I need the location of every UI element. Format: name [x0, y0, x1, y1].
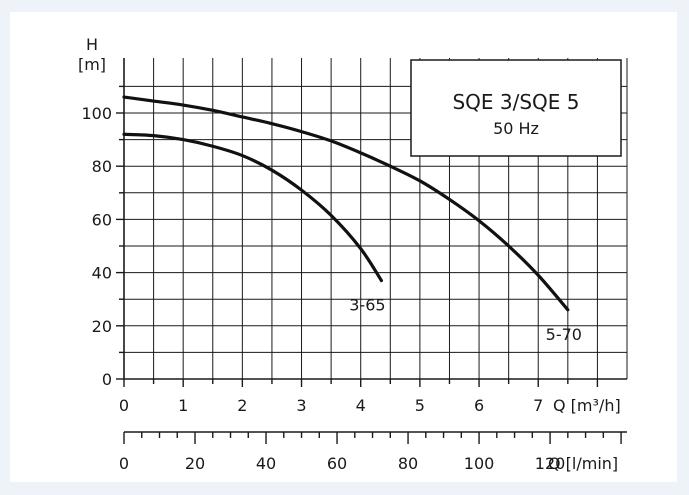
x-tick-label: 3 [296, 396, 306, 415]
y-tick-label: 60 [92, 210, 112, 229]
x-tick-label: 6 [474, 396, 484, 415]
x-tick-label: 7 [533, 396, 543, 415]
x2-tick-label: 80 [398, 454, 418, 473]
y-axis-unit: [m] [78, 55, 106, 74]
series-label-5-70: 5-70 [546, 325, 582, 344]
x2-tick-label: 0 [119, 454, 129, 473]
x2-tick-label: 60 [327, 454, 347, 473]
chart-labels: 0 20 40 60 80 100 0 1 2 3 4 5 6 7 Q [m³/h] 0 20 40 60 80 100… [78, 35, 621, 473]
y-tick-label: 80 [92, 157, 112, 176]
x2-tick-label: 40 [256, 454, 276, 473]
curve-5-70 [122, 95, 570, 312]
x-tick-label: 4 [356, 396, 366, 415]
chart-subtitle: 50 Hz [493, 119, 539, 138]
x2-tick-label: 120 [535, 454, 566, 473]
title-box-frame [410, 59, 622, 157]
title-box: SQE 3/SQE 5 50 Hz [410, 59, 622, 157]
y-axis-title: H [86, 35, 98, 54]
x-tick-label: 1 [178, 396, 188, 415]
x-tick-label: 2 [237, 396, 247, 415]
axes [116, 58, 627, 444]
chart-title: SQE 3/SQE 5 [452, 90, 579, 114]
y-tick-label: 0 [102, 370, 112, 389]
x-tick-label: 0 [119, 396, 129, 415]
y-tick-label: 40 [92, 264, 112, 283]
pump-curves [122, 95, 570, 312]
y-tick-label: 20 [92, 317, 112, 336]
x2-tick-label: 100 [464, 454, 495, 473]
x-axis-title: Q [m³/h] [553, 396, 621, 415]
series-label-3-65: 3-65 [349, 296, 385, 315]
x-tick-label: 5 [415, 396, 425, 415]
y-tick-label: 100 [81, 104, 112, 123]
curve-3-65 [122, 132, 384, 283]
x2-axis-title: Q [l/min] [548, 454, 618, 473]
x2-tick-label: 20 [185, 454, 205, 473]
